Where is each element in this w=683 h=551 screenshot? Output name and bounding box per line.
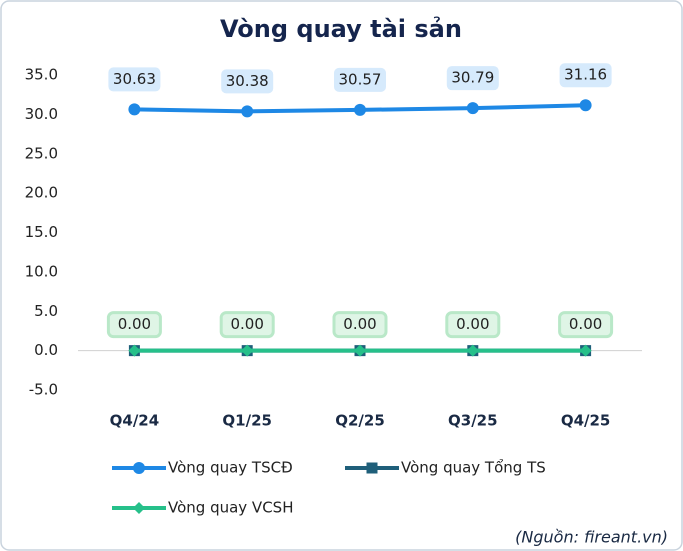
- value-label: 0.00: [456, 315, 489, 333]
- value-label-bg: [106, 311, 162, 339]
- marker: [241, 344, 254, 357]
- marker: [354, 103, 366, 116]
- value-label-bg: [559, 63, 612, 88]
- chart-title: Vòng quay tài sản: [220, 15, 462, 43]
- y-tick-label: 10.0: [25, 262, 58, 280]
- x-tick-label: Q1/25: [222, 412, 272, 430]
- y-tick-label: 35.0: [25, 66, 58, 84]
- value-label-bg: [332, 311, 388, 339]
- value-label: 30.63: [113, 70, 156, 88]
- value-label-bg: [219, 311, 275, 339]
- value-label-bg: [558, 311, 614, 339]
- y-tick-label: 30.0: [25, 105, 58, 123]
- value-label: 31.16: [564, 66, 607, 84]
- legend-entry: Vòng quay Tổng TS: [345, 459, 546, 477]
- x-tick-label: Q4/25: [561, 412, 611, 430]
- marker: [466, 344, 479, 357]
- value-label-bg: [221, 69, 274, 94]
- legend-entry: Vòng quay TSCĐ: [112, 459, 293, 477]
- marker: [579, 344, 592, 357]
- value-label-bg: [446, 66, 499, 91]
- series: 30.63 30.38 30.57 30.79 31.16: [108, 63, 612, 118]
- value-label-bg: [445, 311, 501, 339]
- value-label: 0.00: [230, 315, 263, 333]
- legend-label: Vòng quay TSCĐ: [168, 459, 293, 477]
- x-tick-label: Q2/25: [335, 412, 385, 430]
- value-label-bg: [334, 67, 386, 92]
- y-tick-label: 25.0: [25, 144, 58, 162]
- legend-marker: [366, 462, 378, 474]
- y-tick-label: 15.0: [25, 223, 58, 241]
- value-label: 0.00: [569, 315, 602, 333]
- marker: [466, 102, 479, 115]
- y-tick-label: 5.0: [34, 302, 58, 320]
- value-label: 30.38: [226, 72, 269, 90]
- marker: [128, 344, 141, 357]
- value-label: 0.00: [118, 315, 151, 333]
- legend-marker: [133, 502, 145, 514]
- legend-label: Vòng quay Tổng TS: [401, 459, 546, 477]
- x-tick-label: Q3/25: [448, 412, 498, 430]
- y-tick-label: 0.0: [34, 341, 58, 359]
- legend-marker: [133, 462, 145, 474]
- value-label: 30.57: [339, 70, 382, 88]
- marker: [579, 99, 592, 112]
- x-tick-label: Q4/24: [110, 412, 160, 430]
- y-tick-label: 20.0: [25, 184, 58, 202]
- value-label: 0.00: [343, 315, 376, 333]
- source-note: (Nguồn: fireant.vn): [515, 528, 668, 547]
- series: 0.00 0.00 0.00 0.00 0.00: [106, 311, 614, 357]
- legend-entry: Vòng quay VCSH: [112, 499, 293, 517]
- marker: [354, 344, 366, 357]
- value-label: 30.79: [451, 69, 494, 87]
- marker: [241, 105, 254, 118]
- value-label-bg: [108, 67, 161, 92]
- legend-label: Vòng quay VCSH: [168, 499, 293, 517]
- y-tick-label: -5.0: [29, 381, 58, 399]
- marker: [128, 103, 141, 116]
